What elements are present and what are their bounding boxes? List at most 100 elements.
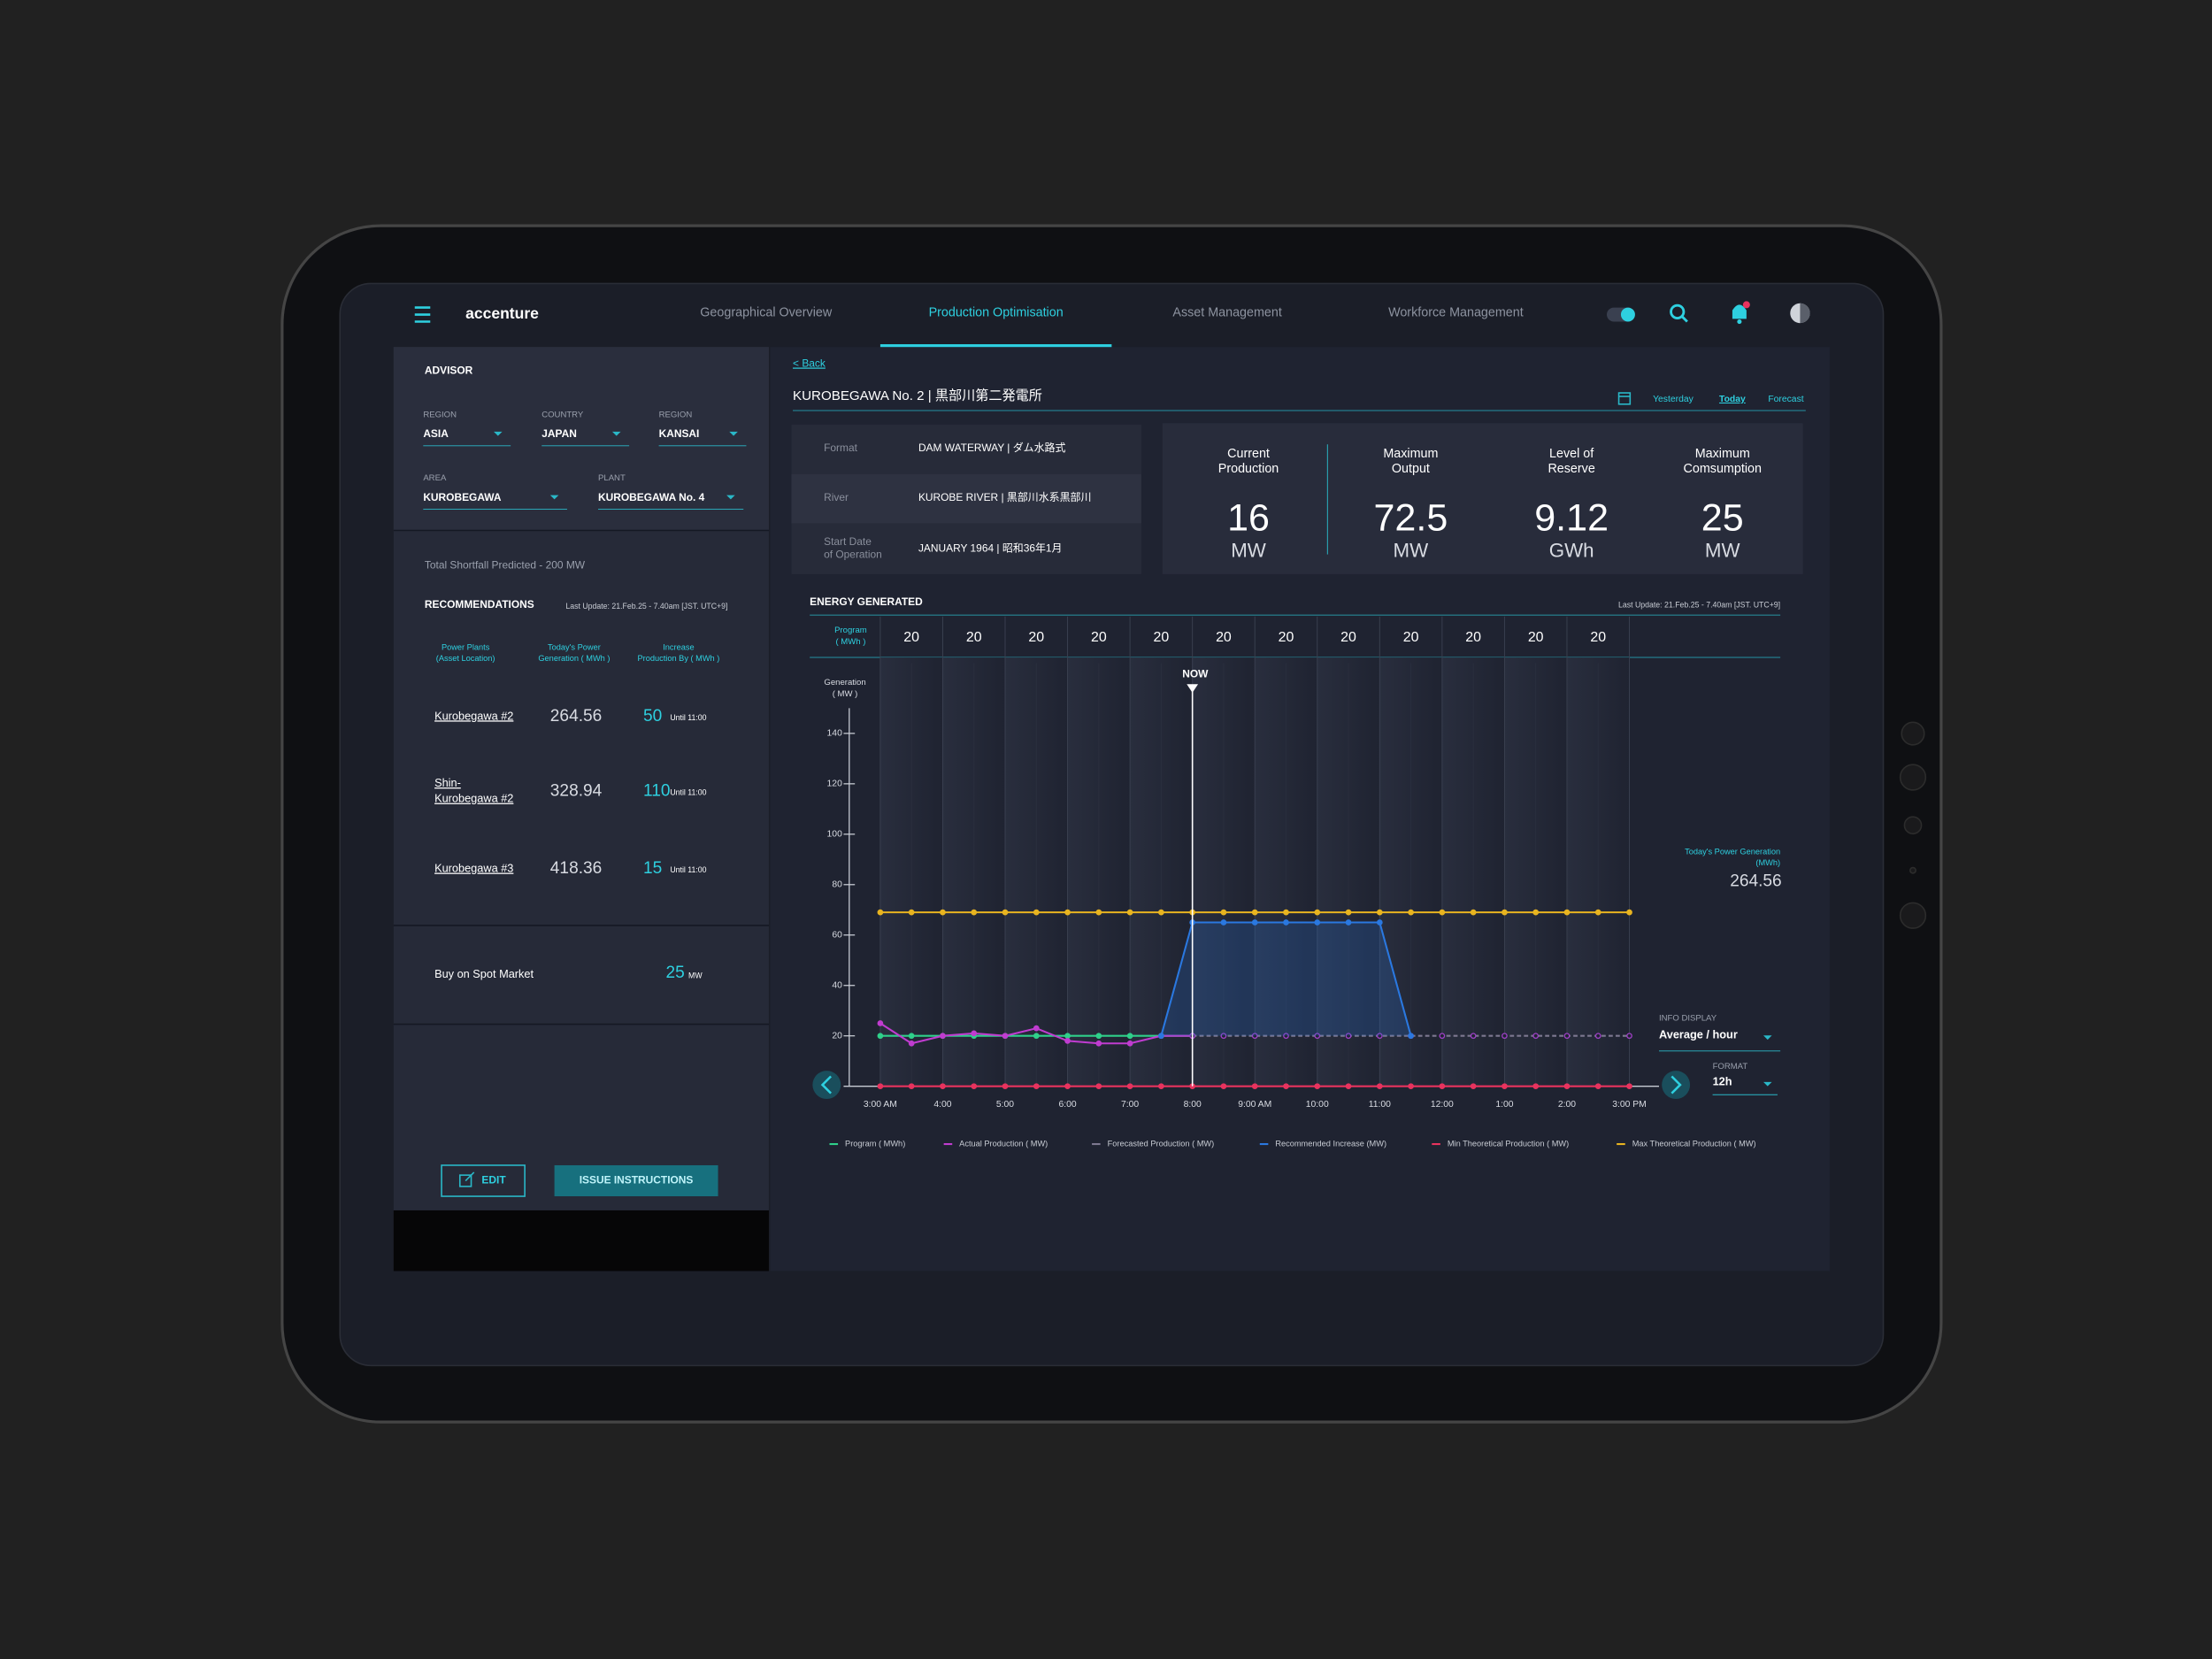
plant-name[interactable]: Kurobegawa #2 [434,792,513,805]
filter-value[interactable]: JAPAN [541,427,577,440]
plant-name[interactable]: Kurobegawa #2 [434,709,513,722]
scroll-right[interactable] [1662,1071,1691,1100]
data-point [1563,909,1571,916]
data-point [1470,1083,1477,1090]
kpi-box [1162,423,1803,574]
data-point [1095,1033,1102,1040]
nav-tab[interactable]: Workforce Management [1388,306,1524,320]
filter-value[interactable]: KUROBEGAWA No. 4 [598,491,705,503]
column-header: Generation ( MWh ) [538,654,610,663]
plant-name[interactable]: Shin- [434,776,461,789]
dropdown-arrow[interactable] [494,431,503,436]
data-point [1563,1033,1571,1040]
search-icon[interactable] [1670,303,1688,323]
calendar-icon[interactable] [1617,392,1632,405]
data-point [1376,909,1383,916]
data-point [908,909,915,916]
nav-tab[interactable]: Production Optimisation [929,306,1064,320]
now-label: NOW [1182,667,1209,680]
panel-title: ADVISOR [425,364,473,376]
dropdown-arrow[interactable] [1763,1081,1772,1087]
dropdown-arrow[interactable] [729,431,738,436]
kpi-label: Comsumption [1684,462,1762,476]
data-point [1126,1040,1133,1047]
data-point [971,1030,978,1037]
edit-label: EDIT [481,1174,506,1187]
filter-value[interactable]: KUROBEGAWA [423,491,502,503]
program-label: ( MWh ) [835,637,865,647]
menu-icon[interactable] [414,306,431,323]
nav-tab[interactable]: Geographical Overview [700,306,833,320]
data-point [1470,1033,1477,1040]
data-point [1376,1033,1383,1040]
back-link[interactable]: < Back [793,357,826,370]
generation-value: 328.94 [550,781,603,800]
dropdown-arrow[interactable] [549,495,559,500]
y-tick-label: 120 [827,780,843,789]
data-point [1532,1083,1540,1090]
active-tab-indicator [879,344,1112,348]
until-text: Until 11:00 [670,787,706,796]
period-tab[interactable]: Today [1719,395,1746,404]
info-row [791,473,1141,524]
nav-tab[interactable]: Asset Management [1172,306,1281,320]
column-header: Today's Power [548,642,601,651]
data-point [1502,909,1508,916]
filter-value[interactable]: ASIA [423,427,449,440]
logo: accenture [465,304,539,322]
data-point [1408,1033,1414,1040]
data-point [1251,1033,1258,1040]
chart-last-update: Last Update: 21.Feb.25 - 7.40am [JST. UT… [1618,600,1780,609]
info-row [791,424,1141,474]
program-value: 20 [1091,630,1107,645]
column-header: (Asset Location) [436,654,495,663]
x-tick-label: 8:00 [1184,1100,1202,1110]
filter-value[interactable]: KANSAI [659,427,700,440]
data-point [1220,919,1227,926]
data-point [1095,909,1102,916]
x-tick-label: 12:00 [1431,1100,1454,1110]
data-point [1220,909,1227,916]
x-tick-label: 1:00 [1495,1100,1513,1110]
program-value: 20 [1403,630,1419,645]
select-value[interactable]: 12h [1713,1074,1732,1087]
x-tick-label: 9:00 AM [1238,1100,1271,1110]
program-value: 20 [1216,630,1232,645]
kpi-label: Output [1392,462,1430,476]
data-point [1532,909,1540,916]
plant-name[interactable]: Kurobegawa #3 [434,862,513,875]
data-point [1376,1083,1383,1090]
dropdown-arrow[interactable] [1763,1035,1772,1041]
data-point [1064,909,1071,916]
issue-button[interactable] [554,1164,718,1197]
data-point [1033,1083,1040,1090]
column-header: Increase [663,642,694,651]
select-label: FORMAT [1713,1062,1748,1071]
spot-unit: MW [688,972,703,980]
spot-label: Buy on Spot Market [434,967,534,980]
section-title: RECOMMENDATIONS [425,598,534,611]
data-point [1626,909,1632,916]
data-point [1376,919,1383,926]
notification-icon[interactable] [1732,301,1750,325]
data-point [1502,1083,1508,1090]
generation-value: 418.36 [550,859,603,878]
edit-icon [458,1171,475,1187]
profile-icon[interactable] [1790,303,1810,324]
data-point [1283,1033,1289,1040]
select-value[interactable]: Average / hour [1659,1028,1738,1041]
data-point [1314,909,1321,916]
data-point [1439,909,1446,916]
dropdown-arrow[interactable] [726,495,735,500]
program-label: Program [834,626,867,635]
edit-button[interactable] [441,1164,526,1197]
period-tab[interactable]: Yesterday [1653,395,1694,404]
dark-mode-toggle[interactable] [1607,307,1635,322]
dropdown-arrow[interactable] [611,431,621,436]
data-point [877,909,884,916]
scroll-left[interactable] [812,1071,841,1100]
data-point [1345,1083,1352,1090]
period-tab[interactable]: Forecast [1768,395,1803,404]
